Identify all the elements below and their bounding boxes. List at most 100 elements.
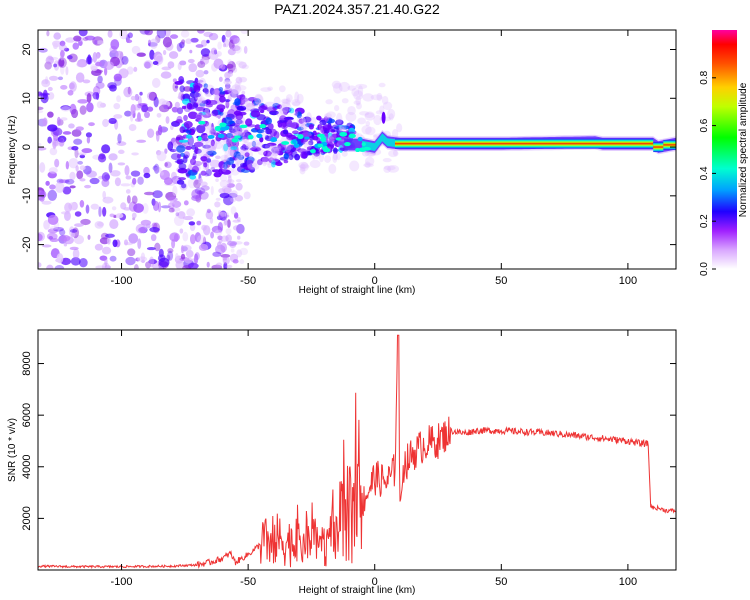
spectrogram-cell <box>73 35 82 42</box>
spectrogram-cell <box>391 128 399 139</box>
spectrogram-cell <box>90 65 98 72</box>
spectrogram-cell <box>267 123 274 130</box>
spectrogram-cell <box>229 253 239 263</box>
snr-y-tick-label: 6000 <box>21 403 33 427</box>
spectrogram-cell <box>294 107 305 115</box>
spectrogram-cell <box>266 151 277 161</box>
spectrogram-bright-cell <box>198 120 206 125</box>
spectrogram-cell <box>235 179 242 183</box>
spectrogram-cell <box>257 149 267 156</box>
spectrogram-cell <box>87 234 91 240</box>
spectrogram-cell <box>70 257 81 266</box>
spectrogram-cell <box>224 99 231 103</box>
spectrogram-cell <box>102 196 114 204</box>
spectrogram-cell <box>225 234 232 243</box>
spectrogram-noise-cells <box>38 30 403 269</box>
spectrogram-cell <box>136 139 147 143</box>
spectrogram-cell <box>53 63 58 68</box>
spectrogram-cell <box>197 97 205 105</box>
spectrogram-cell <box>225 228 232 235</box>
spectrogram-cell <box>294 153 301 161</box>
spectrogram-cell <box>234 155 244 166</box>
spectrogram-cell <box>379 105 385 114</box>
spectrogram-cell <box>39 190 47 199</box>
spectrogram-cell <box>121 55 129 65</box>
spectrogram-cell <box>46 30 50 37</box>
spectrogram-cell <box>364 156 375 166</box>
spectrogram-cell <box>336 152 341 161</box>
spectrogram-cell <box>223 187 232 194</box>
spectrogram-cell <box>45 180 50 186</box>
spectrogram-cell <box>200 48 211 57</box>
spectrogram-cell <box>326 111 336 119</box>
spectrogram-cell <box>355 133 363 138</box>
spectrogram-cell <box>54 181 65 193</box>
spectrogram-cell <box>160 171 164 176</box>
snr-y-ticks: 2000 4000 6000 8000 <box>21 351 676 531</box>
spectrogram-cell <box>154 242 161 252</box>
spectrogram-y-axis-label: Frequency (Hz) <box>7 116 18 185</box>
spectrogram-cell <box>195 112 204 122</box>
spectrogram-cell <box>227 89 239 95</box>
spectrogram-cell <box>75 72 85 83</box>
spectrogram-cell <box>177 211 186 219</box>
spectrogram-cell <box>221 34 226 43</box>
spectrogram-cell <box>296 126 304 131</box>
spectrogram-cell <box>144 61 151 69</box>
spectrogram-cell <box>60 84 68 90</box>
spectrogram-cell <box>303 137 315 146</box>
spectrogram-cell <box>196 124 206 134</box>
spectrogram-cell <box>181 183 187 189</box>
spectrogram-cell <box>41 78 51 88</box>
spectrogram-cell <box>225 30 232 38</box>
spectrogram-cell <box>224 83 231 89</box>
spectrogram-cell <box>238 61 247 69</box>
spectrogram-cell <box>285 94 293 103</box>
spectrogram-cell <box>181 105 187 110</box>
spectrogram-cell <box>246 141 258 151</box>
snr-y-tick-label: 8000 <box>21 351 33 375</box>
spectrogram-cell <box>75 126 84 131</box>
spectrogram-cell <box>237 235 241 240</box>
spectrogram-cell <box>63 47 70 52</box>
spectrogram-cell <box>388 113 394 121</box>
spectrogram-cell <box>99 255 108 261</box>
spectrogram-cell <box>164 148 168 154</box>
spectrogram-cell <box>279 101 292 113</box>
spectrogram-cell <box>231 84 242 94</box>
colorbar-tick-label: 0.4 <box>699 166 710 180</box>
spectrogram-cell <box>234 195 244 202</box>
spectrogram-cell <box>79 178 86 182</box>
spectrogram-cell <box>179 41 185 49</box>
spectrogram-cell <box>86 136 91 144</box>
spectrogram-cell <box>143 191 155 196</box>
spectrogram-cell <box>267 163 273 168</box>
spectrogram-cell <box>75 165 79 172</box>
spectrogram-cell <box>97 75 103 84</box>
spectrogram-cell <box>131 152 139 156</box>
spectrogram-cell <box>57 57 67 69</box>
spectrogram-cell <box>217 211 224 219</box>
spectrogram-cell <box>143 60 153 69</box>
spectrogram-cell <box>101 172 110 182</box>
spectrogram-cell <box>175 119 183 124</box>
spectrogram-cell <box>273 96 281 107</box>
spectrogram-cell <box>283 153 289 160</box>
spectrogram-cell <box>193 253 199 265</box>
spectrogram-cell <box>227 125 238 132</box>
spectrogram-cell <box>59 234 71 242</box>
spectrogram-bright-cell <box>297 134 304 140</box>
spectrogram-cell <box>242 132 250 144</box>
spectrogram-cell <box>224 212 230 219</box>
spectrogram-cell <box>239 162 248 167</box>
spectrogram-cell <box>223 38 230 48</box>
spectrogram-cell <box>132 177 137 185</box>
spectrogram-cell <box>52 139 57 150</box>
spectrogram-cell <box>336 112 343 125</box>
spectrogram-bright-cell <box>320 136 327 142</box>
spectrogram-cell <box>64 202 72 213</box>
spectrogram-cell <box>233 212 239 219</box>
spectrogram-cell <box>262 160 267 167</box>
spectrogram-cell <box>307 131 313 136</box>
spectrogram-cell <box>194 90 203 102</box>
